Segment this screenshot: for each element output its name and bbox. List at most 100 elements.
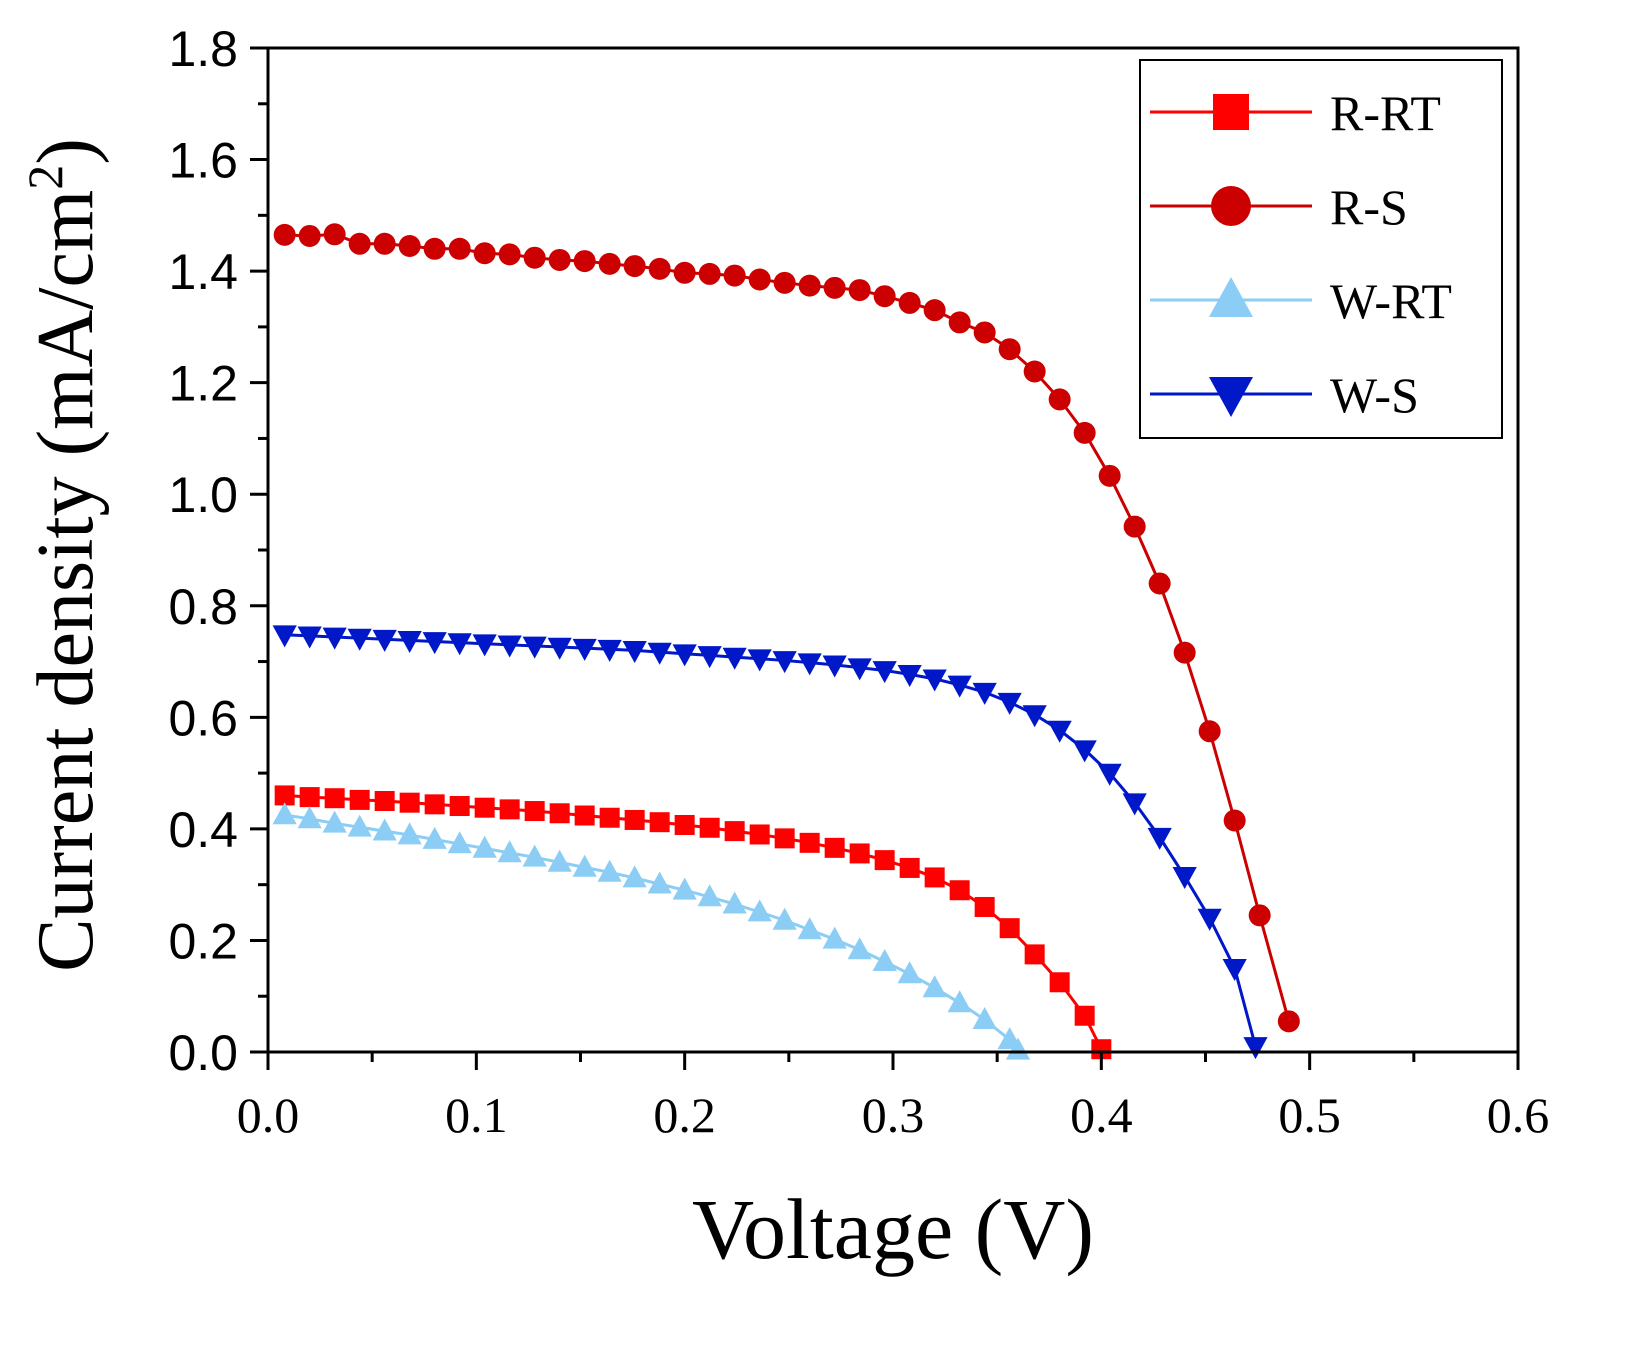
data-point <box>322 627 347 650</box>
x-tick-label: 0.2 <box>653 1087 716 1143</box>
y-axis-title-superscript: 2 <box>17 165 73 190</box>
data-point <box>822 655 847 678</box>
series-line <box>284 813 1020 1052</box>
series-r-s <box>273 223 1300 1033</box>
data-point <box>522 636 547 659</box>
data-point <box>347 628 372 651</box>
data-point <box>1197 908 1222 931</box>
labels-layer: 0.0 0.1 0.2 0.3 0.4 0.5 0.6 0.0 0.2 0.4 0.6 0.8 1.0 1… <box>168 21 1549 1143</box>
ticks-layer <box>250 46 1520 1070</box>
data-point <box>299 787 320 808</box>
y-axis-title-close: ) <box>22 138 110 165</box>
data-point <box>323 223 346 246</box>
data-point <box>397 822 422 845</box>
data-point <box>723 264 746 287</box>
y-tick-label: 1.6 <box>168 133 238 189</box>
data-point <box>1248 904 1271 927</box>
data-point <box>848 279 871 302</box>
data-point <box>1073 421 1096 444</box>
legend-marker <box>1209 377 1253 417</box>
data-point <box>274 785 295 806</box>
data-point <box>822 926 847 949</box>
data-point <box>272 625 297 648</box>
data-point <box>547 849 572 872</box>
y-axis-title: Current density (mA/cm2) <box>17 138 110 972</box>
data-point <box>497 840 522 863</box>
data-point <box>748 268 771 291</box>
data-point <box>472 634 497 657</box>
data-point <box>672 877 697 900</box>
data-point <box>872 661 897 684</box>
data-point <box>523 246 546 269</box>
data-point <box>648 257 671 280</box>
data-point <box>772 651 797 674</box>
data-point <box>747 649 772 672</box>
data-point <box>1074 1005 1095 1026</box>
data-point <box>1173 641 1196 664</box>
series-w-s <box>272 625 1268 1060</box>
data-point <box>999 918 1020 939</box>
data-point <box>373 232 396 255</box>
data-point <box>847 658 872 681</box>
data-point <box>599 807 620 828</box>
x-tick-label: 0.0 <box>237 1087 300 1143</box>
data-point <box>898 291 921 314</box>
legend: R-RT R-S W-RT W-S <box>1139 59 1503 439</box>
data-point <box>1223 809 1246 832</box>
data-point <box>1091 1039 1112 1060</box>
data-point <box>522 844 547 867</box>
data-point <box>372 629 397 652</box>
data-point <box>824 837 845 858</box>
data-point <box>497 635 522 658</box>
data-point <box>324 788 345 809</box>
x-tick-label: 0.6 <box>1487 1087 1550 1143</box>
data-point <box>947 990 972 1013</box>
data-point <box>1022 705 1047 728</box>
data-point <box>749 824 770 845</box>
data-point <box>647 642 672 665</box>
y-tick-label: 0.8 <box>168 579 238 635</box>
data-point <box>548 248 571 271</box>
data-point <box>724 821 745 842</box>
data-point <box>1148 572 1171 595</box>
data-point <box>1277 1010 1300 1033</box>
x-tick-label: 0.5 <box>1278 1087 1341 1143</box>
data-point <box>1098 464 1121 487</box>
x-axis-title: Voltage (V) <box>692 1181 1094 1277</box>
y-tick-label: 0.6 <box>168 690 238 746</box>
data-point <box>823 276 846 299</box>
data-point <box>622 641 647 664</box>
data-point <box>1123 515 1146 538</box>
data-point <box>573 250 596 273</box>
data-point <box>472 835 497 858</box>
series-line <box>284 232 1291 1022</box>
y-tick-label: 0.2 <box>168 913 238 969</box>
data-point <box>948 311 971 334</box>
data-point <box>849 843 870 864</box>
data-point <box>674 814 695 835</box>
data-point <box>624 809 645 830</box>
data-point <box>423 237 446 260</box>
data-point <box>1198 720 1221 743</box>
data-point <box>847 937 872 960</box>
legend-item-r-s: R-S <box>1150 179 1408 235</box>
legend-item-w-rt: W-RT <box>1150 273 1452 329</box>
data-point <box>947 675 972 698</box>
series-w-rt <box>272 802 1031 1060</box>
data-point <box>722 891 747 914</box>
data-point <box>874 850 895 871</box>
data-point <box>1243 1037 1268 1060</box>
legend-box <box>1139 59 1503 439</box>
data-point <box>972 1006 997 1029</box>
legend-items: R-RT R-S W-RT W-S <box>1150 85 1452 423</box>
y-tick-label: 0.4 <box>168 802 238 858</box>
data-point <box>474 797 495 818</box>
data-point <box>647 871 672 894</box>
data-point <box>549 803 570 824</box>
data-point <box>899 857 920 878</box>
data-point <box>774 828 795 849</box>
y-tick-label: 0.0 <box>168 1025 238 1081</box>
data-point <box>922 975 947 998</box>
data-point <box>572 854 597 877</box>
